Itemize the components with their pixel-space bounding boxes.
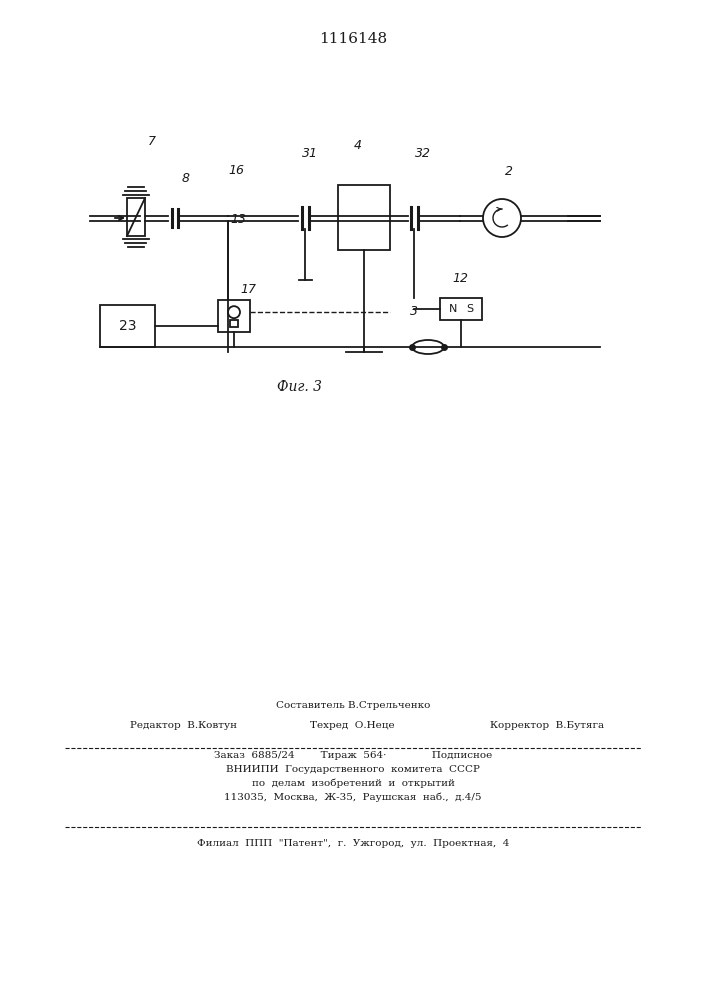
Text: 12: 12 (452, 272, 468, 285)
Text: 16: 16 (228, 164, 244, 177)
Text: 1116148: 1116148 (319, 32, 387, 46)
Text: Редактор  В.Ковтун: Редактор В.Ковтун (130, 721, 237, 730)
Text: 32: 32 (415, 147, 431, 160)
Text: 113035,  Москва,  Ж-35,  Раушская  наб.,  д.4/5: 113035, Москва, Ж-35, Раушская наб., д.4… (224, 792, 481, 802)
Text: 23: 23 (119, 319, 136, 333)
Text: 17: 17 (240, 283, 256, 296)
Text: по  делам  изобретений  и  открытий: по делам изобретений и открытий (252, 778, 455, 788)
Text: Корректор  В.Бутяга: Корректор В.Бутяга (490, 721, 604, 730)
Bar (230, 320, 238, 327)
Text: N: N (448, 304, 457, 314)
Text: Филиал  ППП  "Патент",  г.  Ужгород,  ул.  Проектная,  4: Филиал ППП "Патент", г. Ужгород, ул. Про… (197, 839, 509, 848)
Text: 13: 13 (230, 213, 246, 226)
Text: S: S (466, 304, 473, 314)
Text: Техред  О.Неце: Техред О.Неце (310, 721, 395, 730)
Text: 7: 7 (148, 135, 156, 148)
Bar (440, 298, 482, 320)
Bar (100, 305, 155, 347)
Text: 4: 4 (354, 139, 362, 152)
Bar (338, 185, 390, 250)
Text: Фиг. 3: Фиг. 3 (278, 380, 322, 394)
Bar (127, 198, 145, 236)
Text: 3: 3 (410, 305, 418, 318)
Text: ВНИИПИ  Государственного  комитета  СССР: ВНИИПИ Государственного комитета СССР (226, 765, 480, 774)
Text: 31: 31 (302, 147, 318, 160)
Bar (218, 300, 250, 332)
Text: Составитель В.Стрельченко: Составитель В.Стрельченко (276, 701, 430, 710)
Text: 2: 2 (505, 165, 513, 178)
Text: 8: 8 (182, 172, 190, 185)
Text: Заказ  6885/24        Тираж  564·              Подписное: Заказ 6885/24 Тираж 564· Подписное (214, 751, 492, 760)
